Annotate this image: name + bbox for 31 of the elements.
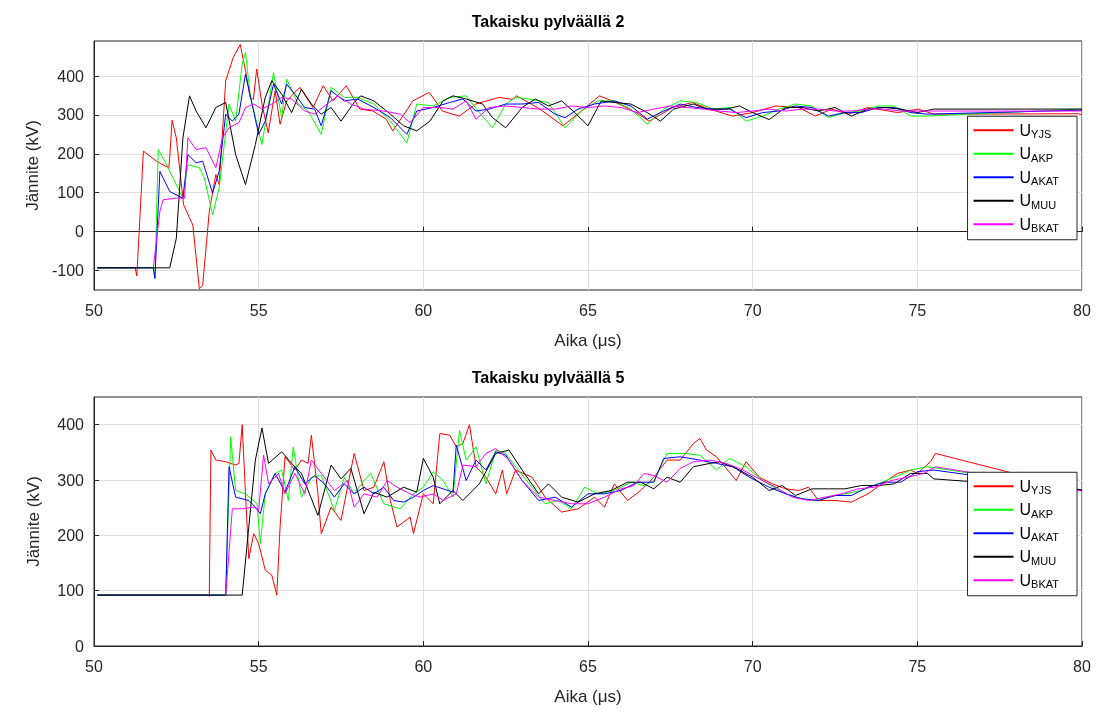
x-tick-label: 75 — [908, 301, 927, 319]
x-tick-label: 70 — [743, 301, 762, 319]
y-tick-label: 400 — [57, 67, 85, 85]
y-tick-label: 0 — [75, 223, 85, 241]
x-tick-label: 80 — [1073, 301, 1091, 319]
y-tick-label: 100 — [57, 582, 85, 600]
x-tick-label: 50 — [85, 657, 103, 675]
x-tick-label: 60 — [414, 301, 433, 319]
y-tick-label: -100 — [51, 262, 85, 280]
x-axis-title: Aika (μs) — [554, 687, 622, 706]
x-tick-label: 55 — [249, 657, 268, 675]
x-tick-label: 80 — [1073, 657, 1091, 675]
x-tick-label: 50 — [85, 301, 103, 319]
chart-title: Takaisku pylväällä 2 — [471, 12, 625, 30]
x-tick-label: 70 — [743, 657, 762, 675]
y-axis-title: Jännite (kV) — [23, 120, 43, 211]
y-tick-label: 200 — [57, 145, 85, 163]
y-tick-label: 100 — [57, 184, 85, 202]
x-tick-label: 75 — [908, 657, 927, 675]
chart-title: Takaisku pylväällä 5 — [471, 368, 625, 386]
x-axis-title: Aika (μs) — [554, 331, 622, 350]
y-tick-label: 0 — [75, 637, 85, 655]
y-axis-title: Jännite (kV) — [24, 476, 43, 567]
y-tick-label: 300 — [57, 106, 85, 124]
x-tick-label: 65 — [579, 301, 597, 319]
x-tick-label: 55 — [249, 301, 268, 319]
y-tick-label: 300 — [57, 471, 85, 489]
x-tick-label: 60 — [414, 657, 433, 675]
x-tick-label: 65 — [579, 657, 597, 675]
y-tick-label: 200 — [57, 526, 85, 544]
y-tick-label: 400 — [57, 416, 85, 434]
